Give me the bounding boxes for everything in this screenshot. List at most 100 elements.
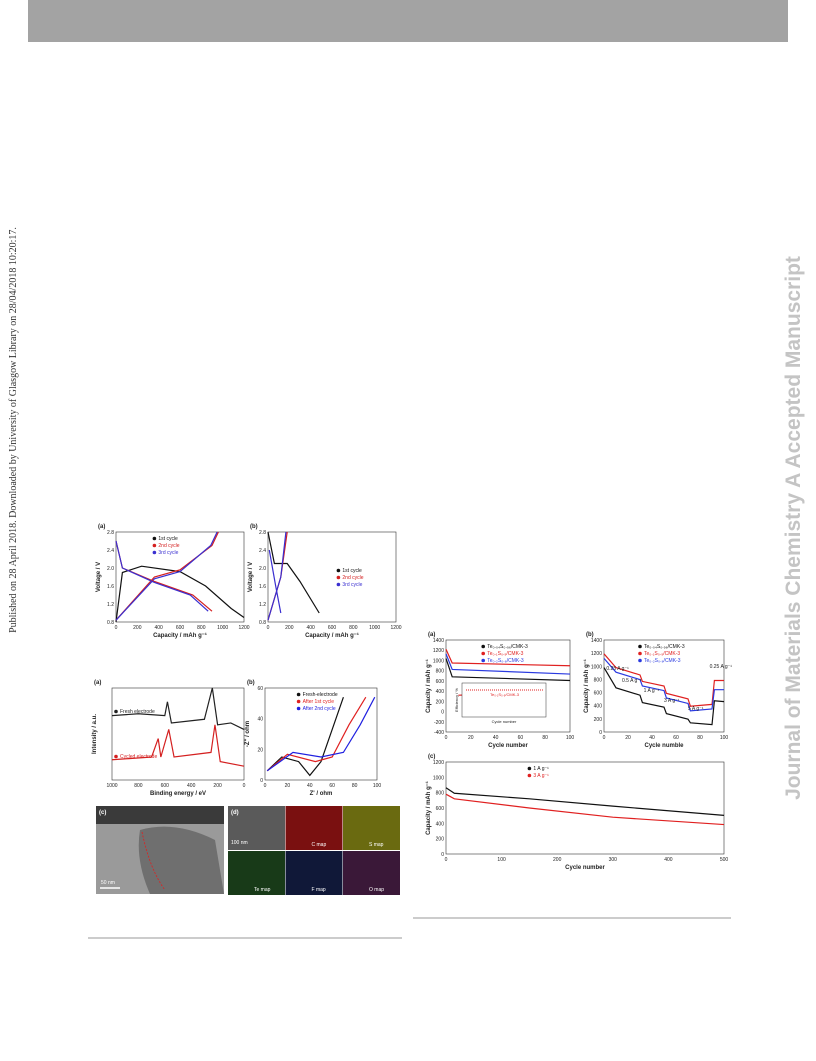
y-tick-label: 1400	[433, 638, 444, 644]
x-tick-label: 400	[306, 625, 315, 631]
tem-dark	[96, 806, 224, 824]
inset-x-label: Cycle number	[492, 719, 517, 724]
panel-label: (a)	[94, 680, 101, 686]
x-tick-label: 40	[649, 735, 655, 741]
curve	[111, 687, 245, 730]
x-tick-label: 40	[493, 735, 499, 741]
y-tick-label: 1400	[591, 638, 602, 644]
legend-swatch	[114, 709, 118, 714]
inset-y-label: Efficiency / %	[454, 688, 459, 712]
curve	[445, 787, 725, 816]
x-tick-label: 60	[329, 783, 335, 789]
y-tick-label: 800	[436, 669, 445, 675]
y-axis-label: Capacity / mAh g⁻¹	[425, 781, 432, 835]
legend-label: Cycled electrode	[120, 754, 157, 760]
x-tick-label: 200	[553, 857, 562, 863]
rate-label: 0.5 A g⁻¹	[622, 678, 642, 684]
y-tick-label: 400	[436, 689, 445, 695]
x-tick-label: 60	[673, 735, 679, 741]
y-axis-label: -Z'' / ohm	[245, 721, 251, 747]
legend-label: Te₀.₂S₀.₈/CMK-3	[487, 658, 524, 664]
panel-label: (b)	[586, 632, 594, 638]
x-tick-label: 0	[264, 783, 267, 789]
y-tick-label: 1200	[433, 760, 444, 766]
legend-label: Fresh-electrode	[303, 692, 338, 698]
inset-frame	[461, 682, 547, 718]
y-axis-label: Voltage / V	[96, 562, 102, 592]
curve	[603, 658, 724, 712]
legend-swatch	[638, 658, 642, 663]
rate-label: 1 A g⁻¹	[644, 688, 660, 694]
x-tick-label: 800	[134, 783, 143, 789]
legend-label: 2nd cycle	[342, 575, 363, 581]
x-tick-label: 1000	[106, 783, 117, 789]
x-tick-label: 600	[328, 625, 337, 631]
legend-label: 1st cycle	[342, 568, 362, 574]
y-tick-label: 1000	[433, 658, 444, 664]
rate-label: 5 A g⁻¹	[688, 706, 704, 712]
y-tick-label: 1.2	[259, 602, 266, 608]
legend-swatch	[638, 644, 642, 649]
y-axis-label: Intensity / a.u.	[92, 714, 98, 754]
legend-swatch	[152, 550, 157, 555]
x-tick-label: 100	[497, 857, 506, 863]
x-tick-label: 1200	[238, 625, 249, 631]
plot-frame	[111, 687, 245, 781]
y-tick-label: 800	[436, 791, 445, 797]
y-tick-label: 200	[594, 717, 603, 723]
y-tick-label: 1000	[433, 775, 444, 781]
y-tick-label: 2.8	[107, 530, 114, 536]
map-tile	[343, 851, 400, 895]
curve	[445, 658, 571, 682]
watermark: Journal of Materials Chemistry A Accepte…	[782, 256, 805, 800]
plot-frame	[267, 531, 397, 623]
map-label: Te map	[254, 887, 271, 893]
y-tick-label: 2.4	[259, 548, 266, 554]
y-axis-label: Capacity / mAh g⁻¹	[425, 659, 432, 713]
legend-swatch	[481, 651, 486, 656]
map-tile	[228, 851, 285, 895]
y-tick-label: 1000	[591, 664, 602, 670]
x-axis-label: Capacity / mAh g⁻¹	[153, 632, 207, 639]
inset-legend: Te₀.₁S₀.₉/CMK-3	[490, 692, 520, 697]
x-tick-label: 600	[176, 625, 185, 631]
legend-label: After 2nd cycle	[303, 706, 336, 712]
legend-swatch	[527, 766, 532, 771]
x-tick-label: 200	[285, 625, 294, 631]
y-tick-label: 0	[441, 852, 444, 858]
legend-swatch	[638, 651, 642, 656]
scale-label: 50 nm	[101, 880, 115, 886]
curve	[266, 696, 376, 772]
x-tick-label: 200	[213, 783, 222, 789]
plot-frame	[445, 761, 725, 855]
x-axis-label: Z' / ohm	[310, 791, 333, 797]
y-tick-label: 2.0	[259, 566, 266, 572]
x-axis-label: Capacity / mAh g⁻¹	[305, 632, 359, 639]
panel-label: (c)	[428, 754, 435, 760]
y-tick-label: 60	[257, 686, 263, 692]
x-tick-label: 500	[720, 857, 729, 863]
x-tick-label: 20	[468, 735, 474, 741]
curve	[267, 531, 287, 621]
y-tick-label: 0.8	[259, 620, 266, 626]
panel-label: (c)	[99, 810, 106, 816]
y-tick-label: 400	[594, 704, 603, 710]
y-tick-label: 1200	[433, 648, 444, 654]
x-axis-label: Cycle number	[565, 865, 605, 871]
legend-label: Te₀.₀₄S₀.₉₆/CMK-3	[487, 644, 528, 650]
plot-frame	[264, 687, 378, 781]
curve	[445, 653, 571, 675]
y-axis-label: Voltage / V	[248, 562, 254, 592]
curve	[115, 565, 245, 623]
plot-frame	[445, 639, 571, 733]
y-tick-label: 200	[436, 837, 445, 843]
legend-swatch	[336, 568, 341, 573]
x-tick-label: 400	[664, 857, 673, 863]
curve	[603, 653, 724, 707]
map-label: O map	[369, 887, 384, 893]
y-tick-label: 0	[599, 730, 602, 736]
y-tick-label: 600	[436, 679, 445, 685]
plot-frame	[115, 531, 245, 623]
panel-label: (a)	[428, 632, 435, 638]
